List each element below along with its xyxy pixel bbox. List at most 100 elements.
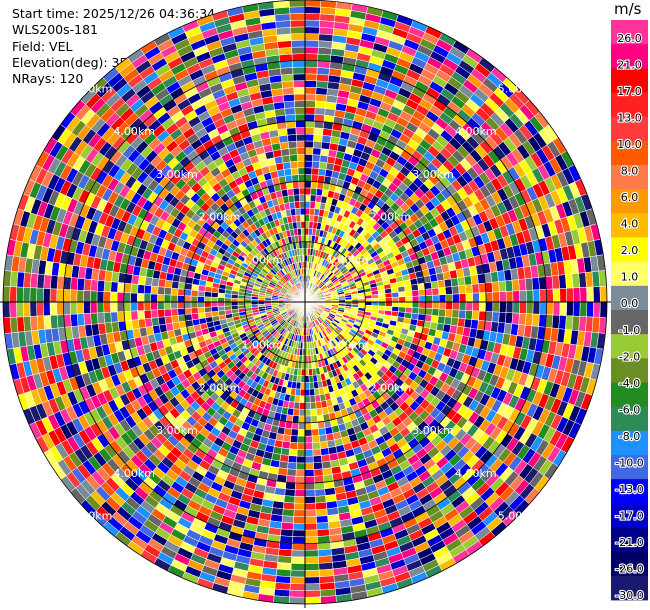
velocity-gate (171, 315, 180, 324)
velocity-gate (150, 285, 159, 295)
velocity-gate (430, 280, 439, 289)
velocity-gate (418, 301, 427, 309)
velocity-gate (279, 454, 290, 463)
velocity-gate (318, 161, 328, 170)
velocity-gate (29, 301, 38, 317)
velocity-gate (312, 147, 322, 156)
velocity-gate (314, 107, 326, 116)
velocity-gate (157, 294, 165, 303)
velocity-gate (432, 294, 440, 303)
velocity-gate (552, 288, 561, 303)
velocity-gate (276, 562, 292, 571)
velocity-gate (36, 315, 45, 331)
velocity-gate (559, 301, 567, 316)
velocity-gate (296, 449, 306, 457)
velocity-gate (464, 310, 473, 320)
velocity-gate (304, 147, 314, 155)
velocity-gate (391, 301, 400, 308)
velocity-gate (457, 276, 466, 287)
velocity-gate (452, 293, 460, 303)
velocity-gate (170, 294, 178, 303)
velocity-gate (304, 442, 313, 450)
velocity-gate (289, 589, 306, 598)
velocity-gate (511, 279, 520, 292)
velocity-gate (304, 583, 321, 591)
velocity-gate (318, 33, 334, 42)
velocity-gate (177, 288, 186, 296)
velocity-gate (398, 301, 406, 308)
velocity-gate (116, 291, 125, 303)
velocity-gate (444, 309, 453, 318)
velocity-gate (304, 93, 317, 102)
velocity-gate (50, 275, 59, 290)
velocity-gate (137, 284, 146, 294)
velocity-gate (136, 292, 145, 303)
velocity-gate (458, 309, 467, 320)
velocity-gate (312, 441, 321, 450)
velocity-gate (571, 315, 581, 332)
velocity-gate (498, 280, 507, 293)
velocity-gate (532, 289, 541, 303)
velocity-gate (288, 448, 298, 457)
velocity-gate (298, 415, 306, 424)
velocity-gate (83, 312, 92, 326)
velocity-gate (304, 80, 317, 88)
velocity-gate (300, 382, 306, 390)
velocity-gate (464, 284, 473, 294)
velocity-gate (16, 301, 24, 318)
velocity-gate (313, 475, 325, 484)
velocity-gate (130, 310, 139, 321)
velocity-gate (304, 516, 317, 524)
velocity-gate (445, 301, 453, 310)
velocity-gate (184, 307, 192, 315)
velocity-gate (151, 317, 160, 327)
velocity-gate (292, 415, 300, 423)
velocity-gate (304, 382, 310, 390)
velocity-gate (295, 469, 306, 477)
velocity-gate (307, 361, 313, 370)
velocity-gate (299, 402, 306, 410)
start-time-label: Start time: 2025/12/26 04:36:34 (12, 6, 216, 21)
velocity-gate (505, 290, 514, 303)
velocity-gate (290, 569, 306, 578)
velocity-gate (177, 308, 186, 316)
velocity-gate (150, 301, 158, 311)
velocity-gate (9, 286, 18, 303)
velocity-gate (230, 297, 239, 303)
velocity-gate (304, 509, 317, 518)
velocity-gate (43, 315, 52, 330)
velocity-gate (83, 290, 91, 303)
velocity-gate (289, 576, 306, 585)
velocity-gate (117, 311, 126, 322)
velocity-gate (171, 280, 180, 289)
velocity-gate (304, 489, 316, 497)
velocity-gate (512, 290, 521, 303)
velocity-gate (505, 301, 514, 314)
velocity-gate (318, 434, 328, 443)
velocity-gate (432, 301, 440, 310)
nrays-label: NRays: 120 (12, 71, 84, 87)
velocity-gate (76, 289, 85, 303)
velocity-gate (197, 307, 206, 314)
velocity-gate (151, 277, 160, 287)
velocity-gate (224, 301, 232, 307)
velocity-gate (297, 435, 306, 444)
velocity-gate (315, 515, 329, 524)
velocity-gate (371, 301, 380, 307)
velocity-gate (411, 289, 420, 297)
velocity-gate (123, 301, 132, 312)
velocity-gate (471, 310, 480, 321)
velocity-gate (531, 313, 540, 327)
velocity-gate (309, 388, 316, 397)
velocity-gate (110, 311, 119, 323)
velocity-gate (398, 306, 406, 313)
velocity-gate (316, 73, 330, 83)
velocity-gate (190, 295, 199, 303)
velocity-gate (308, 375, 314, 383)
velocity-gate (411, 307, 420, 315)
velocity-gate (297, 429, 306, 437)
velocity-gate (478, 301, 487, 312)
velocity-gate (511, 312, 520, 325)
velocity-gate (318, 26, 335, 36)
velocity-gate (143, 284, 152, 295)
